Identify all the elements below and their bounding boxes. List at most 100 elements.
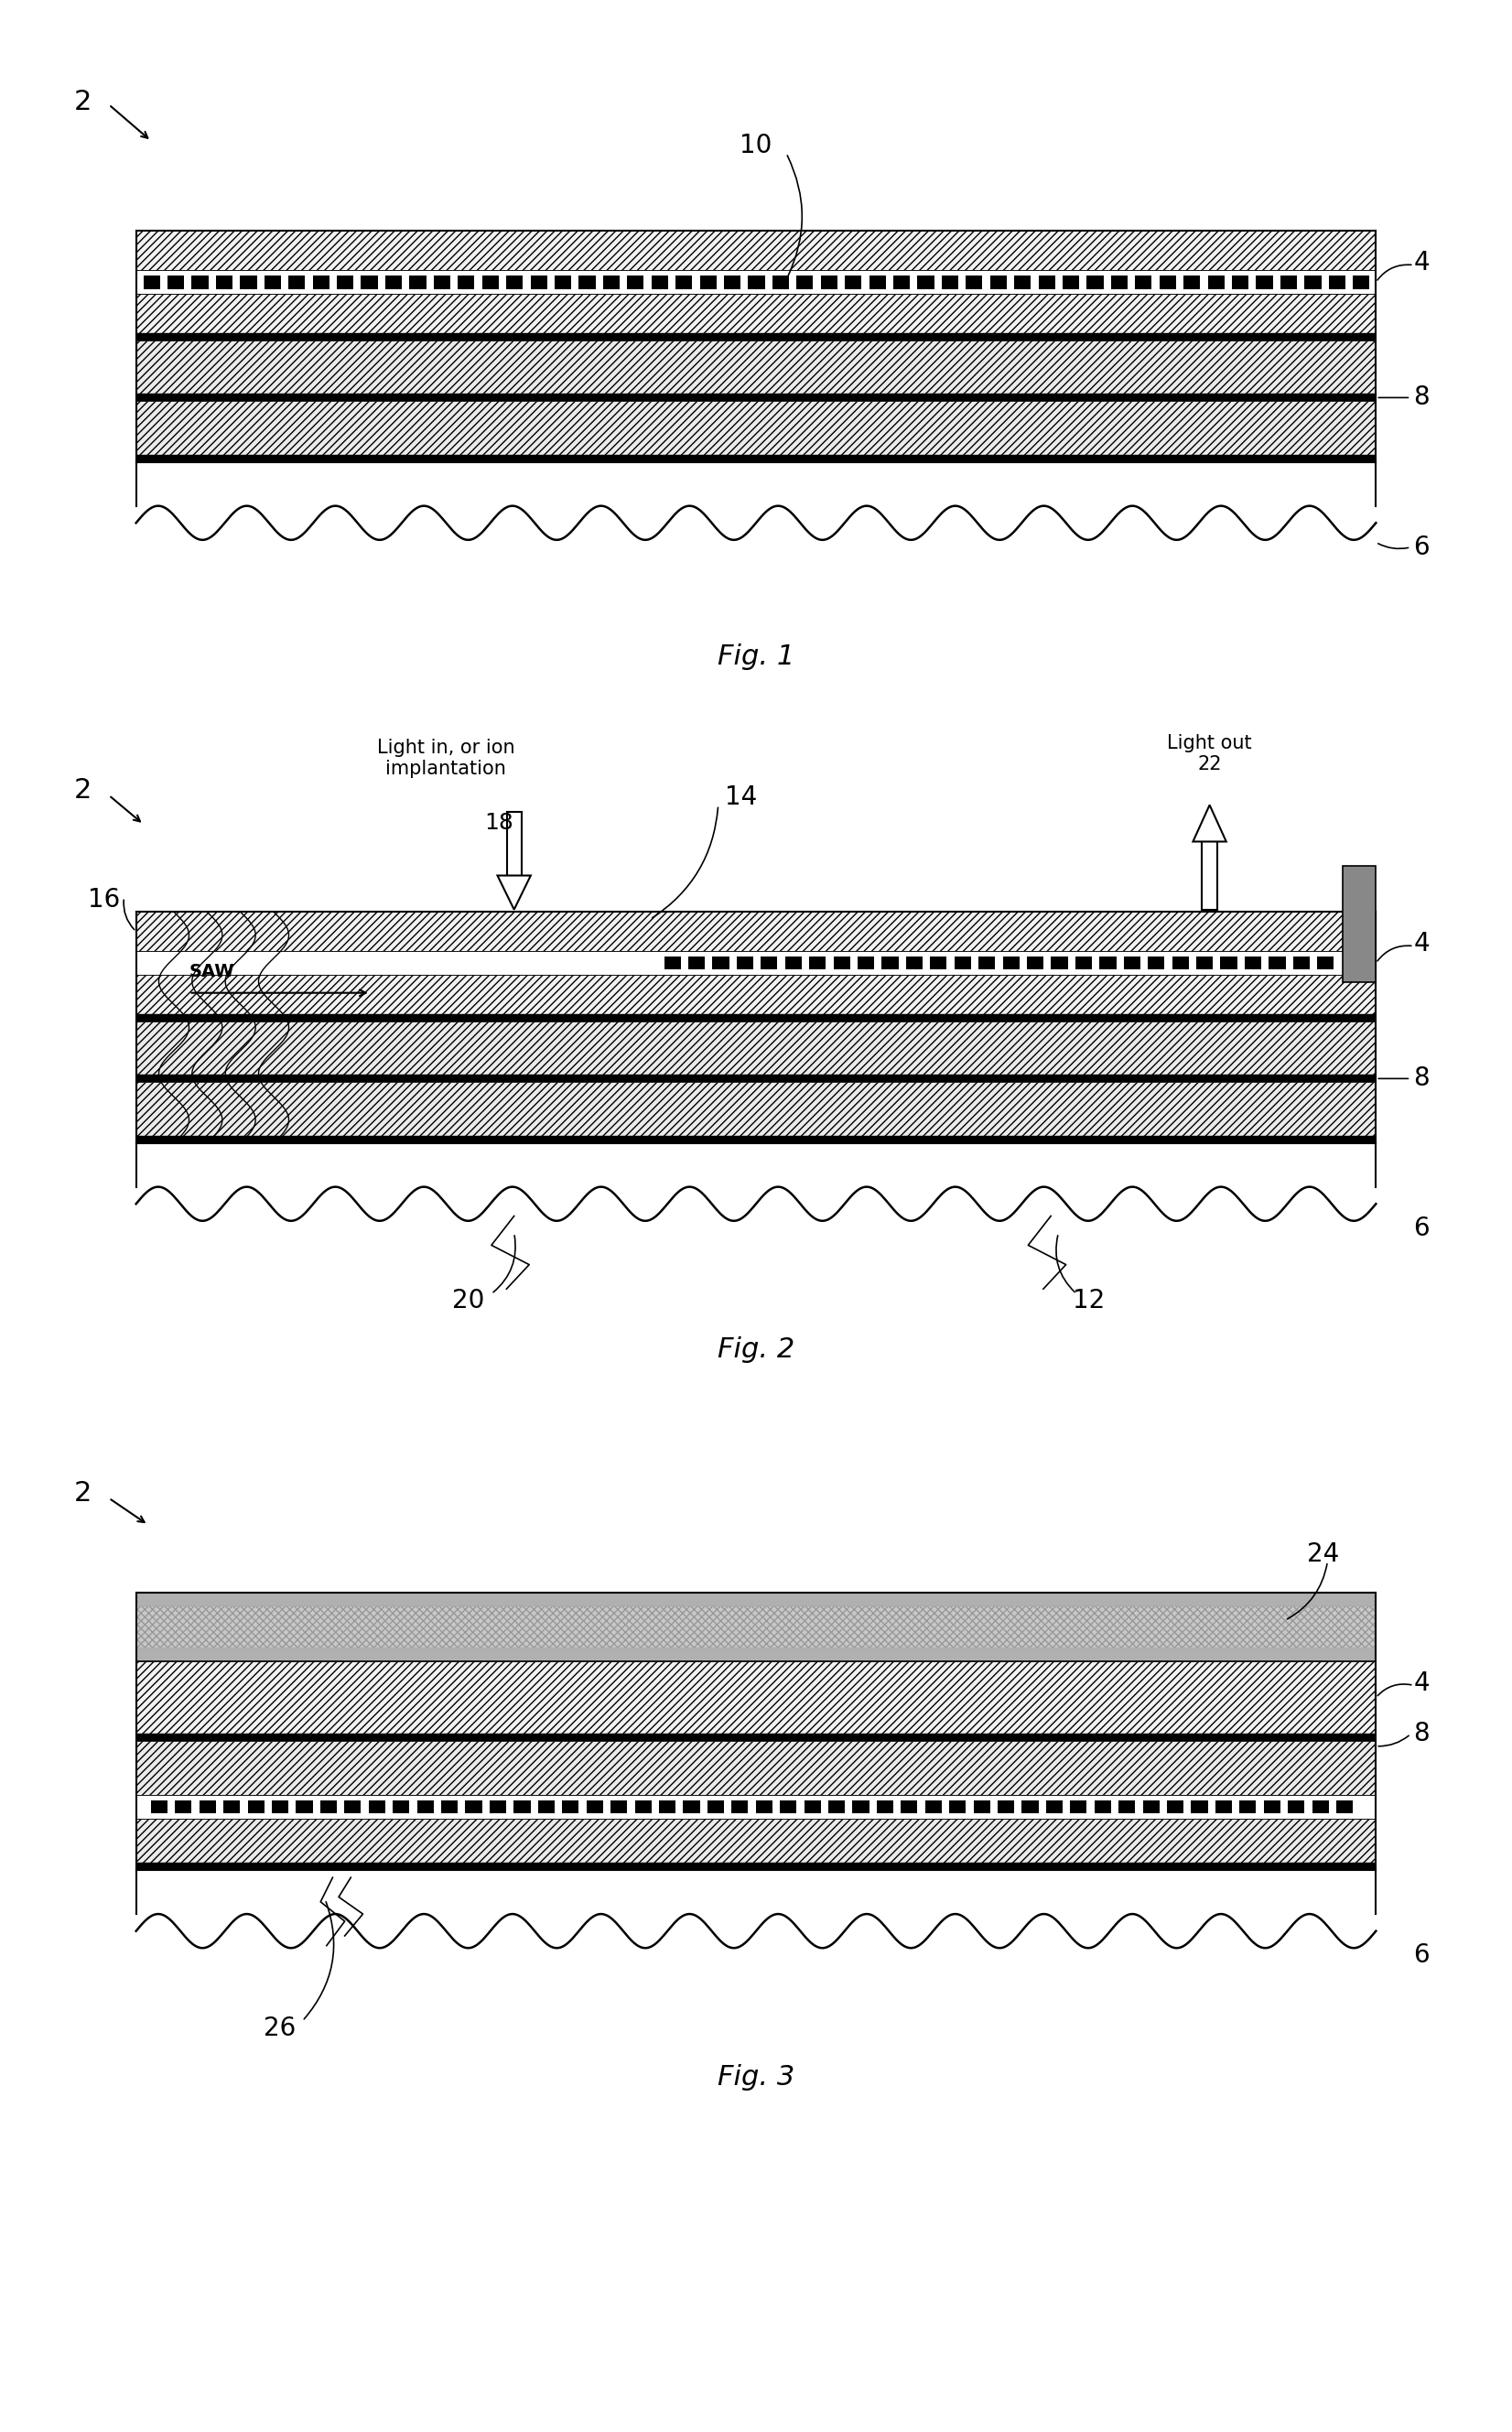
Bar: [857, 956, 874, 970]
Bar: [1264, 1800, 1281, 1814]
Bar: [1075, 956, 1092, 970]
Text: 16: 16: [88, 888, 119, 912]
Bar: [708, 1800, 724, 1814]
Text: SAW: SAW: [189, 963, 234, 980]
Bar: [507, 275, 523, 289]
Bar: [877, 1800, 894, 1814]
Bar: [224, 1800, 240, 1814]
Text: Fig. 3: Fig. 3: [718, 2065, 794, 2089]
Bar: [466, 1800, 482, 1814]
Bar: [845, 275, 862, 289]
Bar: [603, 275, 620, 289]
Bar: [1095, 1800, 1111, 1814]
Bar: [853, 1800, 869, 1814]
Bar: [627, 275, 644, 289]
Bar: [700, 275, 717, 289]
Bar: [954, 956, 971, 970]
Bar: [990, 275, 1007, 289]
Bar: [1337, 1800, 1353, 1814]
Text: Light out
22: Light out 22: [1167, 734, 1252, 773]
Bar: [490, 1800, 507, 1814]
Bar: [417, 1800, 434, 1814]
Bar: [562, 1800, 579, 1814]
Bar: [833, 956, 850, 970]
Bar: [1312, 1800, 1329, 1814]
Bar: [1202, 841, 1217, 910]
Bar: [804, 1800, 821, 1814]
Polygon shape: [1193, 805, 1226, 841]
Bar: [136, 1014, 1376, 1021]
Bar: [1329, 275, 1346, 289]
Bar: [761, 956, 777, 970]
Bar: [906, 956, 922, 970]
Text: 10: 10: [739, 134, 773, 158]
Bar: [1240, 1800, 1256, 1814]
Text: 26: 26: [263, 2016, 296, 2040]
Bar: [611, 1800, 627, 1814]
Bar: [136, 401, 1376, 455]
Bar: [974, 1800, 990, 1814]
Bar: [136, 1021, 1376, 1075]
Bar: [1087, 275, 1104, 289]
Bar: [748, 275, 765, 289]
Text: Fig. 2: Fig. 2: [718, 1338, 794, 1362]
Bar: [1269, 956, 1285, 970]
Bar: [393, 1800, 410, 1814]
Bar: [998, 1800, 1015, 1814]
Polygon shape: [497, 876, 531, 910]
Bar: [652, 275, 668, 289]
Bar: [313, 275, 330, 289]
Bar: [1216, 1800, 1232, 1814]
Bar: [664, 956, 680, 970]
Bar: [1281, 275, 1297, 289]
Bar: [538, 1800, 555, 1814]
Bar: [1063, 275, 1080, 289]
Text: 12: 12: [1072, 1289, 1105, 1313]
Bar: [1015, 275, 1031, 289]
Bar: [136, 294, 1376, 333]
Bar: [136, 951, 1376, 975]
Bar: [1143, 1800, 1160, 1814]
Bar: [1167, 1800, 1184, 1814]
Bar: [386, 275, 402, 289]
Bar: [272, 1800, 289, 1814]
Bar: [1220, 956, 1237, 970]
Bar: [773, 275, 789, 289]
Bar: [797, 275, 813, 289]
Bar: [345, 1800, 361, 1814]
Bar: [809, 956, 826, 970]
Bar: [756, 1800, 773, 1814]
Bar: [482, 275, 499, 289]
Bar: [579, 275, 596, 289]
Bar: [918, 275, 934, 289]
Bar: [724, 275, 741, 289]
Bar: [136, 1795, 1376, 1819]
Bar: [1256, 275, 1273, 289]
Text: 14: 14: [724, 786, 758, 810]
Bar: [1111, 275, 1128, 289]
Bar: [732, 1800, 748, 1814]
Bar: [901, 1800, 918, 1814]
Bar: [442, 1800, 458, 1814]
Bar: [321, 1800, 337, 1814]
Bar: [136, 1863, 1376, 1870]
Bar: [240, 275, 257, 289]
Text: 4: 4: [1414, 250, 1430, 275]
Bar: [507, 812, 522, 876]
Bar: [265, 275, 281, 289]
Text: 2: 2: [74, 1481, 92, 1505]
Bar: [1119, 1800, 1136, 1814]
Bar: [434, 275, 451, 289]
Bar: [1046, 1800, 1063, 1814]
Bar: [881, 956, 898, 970]
Bar: [1184, 275, 1201, 289]
Text: 4: 4: [1414, 931, 1430, 956]
Bar: [930, 956, 947, 970]
Bar: [361, 275, 378, 289]
Bar: [136, 1136, 1376, 1143]
Bar: [136, 1608, 1376, 1646]
Bar: [1136, 275, 1152, 289]
Bar: [337, 275, 354, 289]
Bar: [1027, 956, 1043, 970]
Bar: [829, 1800, 845, 1814]
